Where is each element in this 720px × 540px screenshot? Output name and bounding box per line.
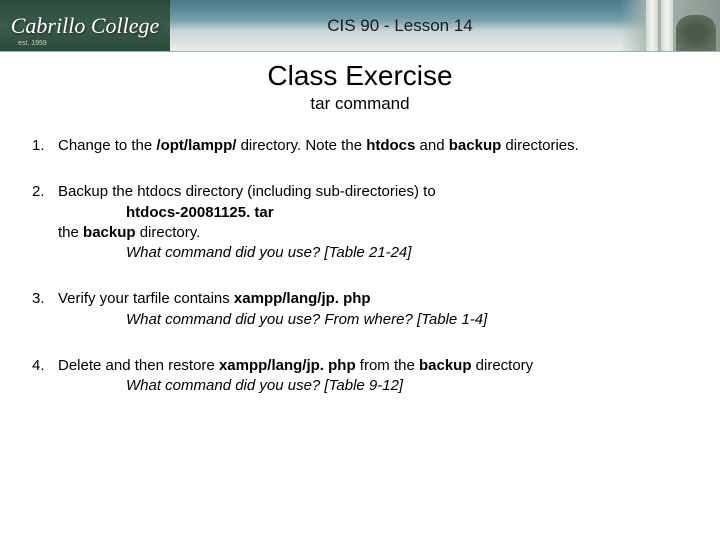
path-bold: /opt/lampp/ [156,137,236,154]
pillar-icon [646,0,658,51]
logo-text: Cabrillo College [11,13,160,39]
exercise-list: Change to the /opt/lampp/ directory. Not… [28,136,692,396]
path-bold: xampp/lang/jp. php [234,290,371,307]
text: Delete and then restore [58,357,219,374]
text: the [58,224,83,241]
prompt-question: What command did you use? From where? [T… [58,310,692,330]
dir-bold: backup [83,224,136,241]
dir-bold: backup [419,357,472,374]
exercise-item-3: Verify your tarfile contains xampp/lang/… [28,289,692,330]
text: directory. [136,224,201,241]
text: Verify your tarfile contains [58,290,234,307]
header-banner: Cabrillo College est. 1959 CIS 90 - Less… [0,0,720,52]
text: Change to the [58,137,156,154]
college-logo: Cabrillo College est. 1959 [0,0,170,51]
text: directory [471,357,533,374]
page-subtitle: tar command [0,94,720,114]
page-title: Class Exercise [0,60,720,92]
path-bold: xampp/lang/jp. php [219,357,356,374]
text: and [415,137,448,154]
logo-subtext: est. 1959 [18,40,47,47]
banner-right-image [620,0,720,51]
dir-bold: htdocs [366,137,415,154]
pillar-icon [661,0,673,51]
filename-bold: htdocs-20081125. tar [126,204,274,221]
text: directories. [501,137,579,154]
people-silhouette-icon [676,15,716,51]
text: directory. Note the [236,137,366,154]
indented-filename: htdocs-20081125. tar [58,203,692,223]
prompt-question: What command did you use? [Table 21-24] [58,243,692,263]
content-area: Change to the /opt/lampp/ directory. Not… [0,136,720,396]
dir-bold: backup [449,137,502,154]
text: Backup the htdocs directory (including s… [58,183,436,200]
prompt-question: What command did you use? [Table 9-12] [58,376,692,396]
exercise-item-4: Delete and then restore xampp/lang/jp. p… [28,356,692,397]
exercise-item-1: Change to the /opt/lampp/ directory. Not… [28,136,692,156]
exercise-item-2: Backup the htdocs directory (including s… [28,182,692,263]
text: from the [356,357,419,374]
